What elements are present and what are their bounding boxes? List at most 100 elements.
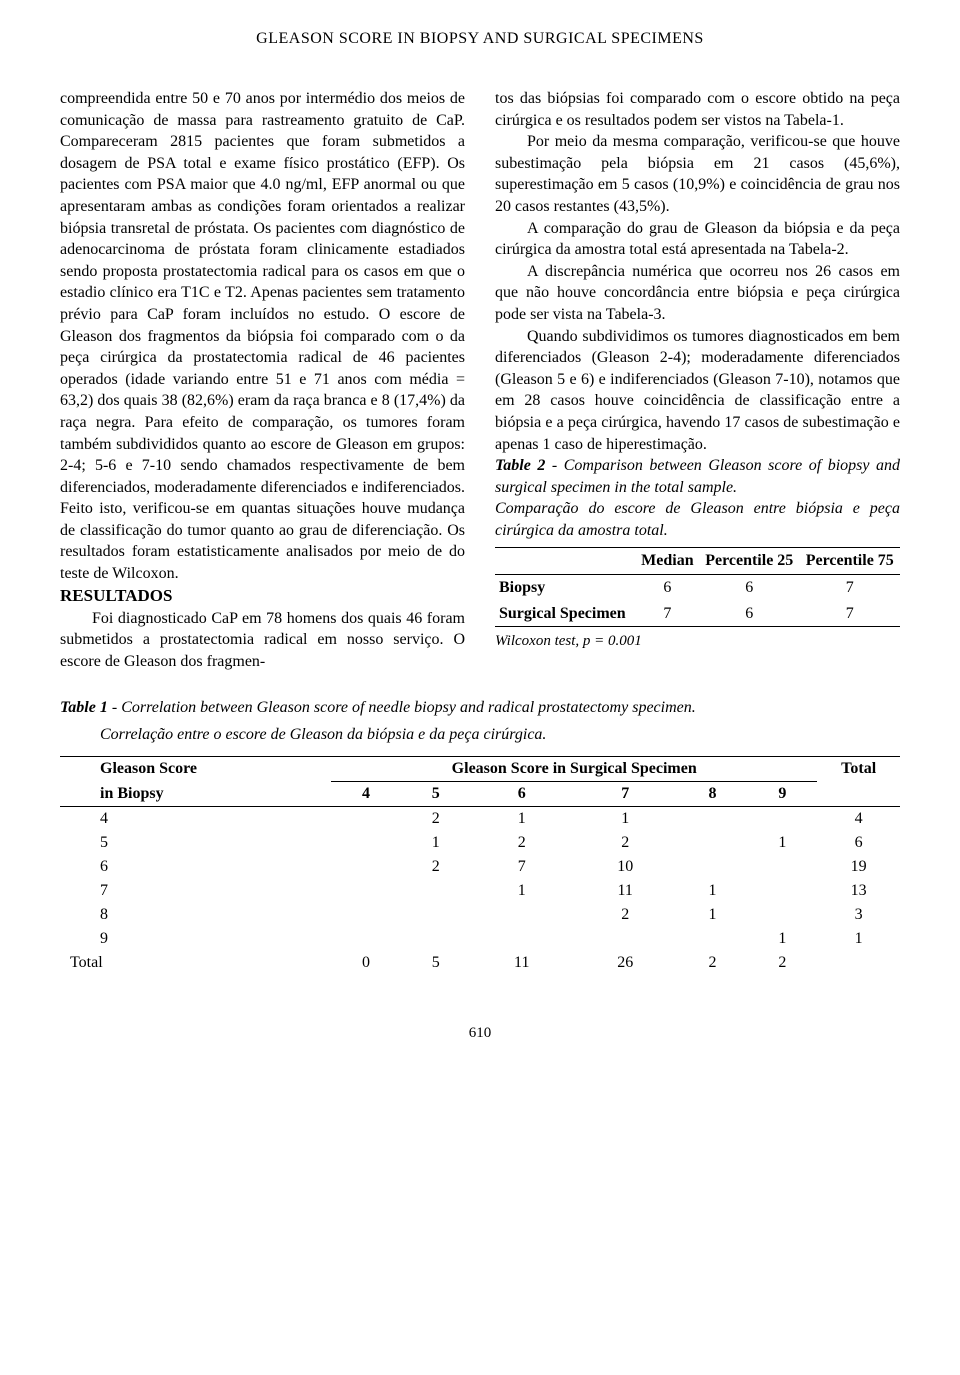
table2-footnote: Wilcoxon test, p = 0.001 <box>495 627 900 651</box>
table1-head-left: Gleason Score <box>60 756 331 781</box>
table1-cell <box>471 927 573 951</box>
table1-cell: 10 <box>573 855 678 879</box>
table1-total-cell: 2 <box>678 951 748 975</box>
table1-cell: 11 <box>573 879 678 903</box>
table1-rowtotal-cell: 1 <box>817 927 900 951</box>
table1-surg-col: 8 <box>678 781 748 806</box>
table1-cell <box>331 831 401 855</box>
table1-biopsy-cell: 4 <box>60 806 331 831</box>
table1-cell <box>747 879 817 903</box>
table1-cell: 2 <box>401 855 471 879</box>
table1-total-label: Total <box>60 951 331 975</box>
table2-caption-text: - Comparison between Gleason score of bi… <box>495 457 900 496</box>
section-heading-resultados: RESULTADOS <box>60 585 465 608</box>
table1-number: Table 1 <box>60 699 108 716</box>
table1-cell <box>401 879 471 903</box>
table2-cell: 7 <box>799 575 900 601</box>
table1-biopsy-cell: 5 <box>60 831 331 855</box>
table1-biopsy-cell: 9 <box>60 927 331 951</box>
table1-cell <box>573 927 678 951</box>
table1-caption-text: - Correlation between Gleason score of n… <box>108 699 696 716</box>
table1-surg-col: 9 <box>747 781 817 806</box>
table2-col-1: Median <box>636 548 699 575</box>
right-column: tos das biópsias foi comparado com o esc… <box>495 88 900 672</box>
table1-cell: 1 <box>747 831 817 855</box>
left-paragraph-2: Foi diagnosticado CaP em 78 homens dos q… <box>60 608 465 673</box>
table1-head-blank <box>817 781 900 806</box>
table1-cell <box>331 927 401 951</box>
table1-head-total: Total <box>817 756 900 781</box>
table1-cell <box>471 903 573 927</box>
table1-cell: 2 <box>471 831 573 855</box>
table1-cell <box>747 806 817 831</box>
table1-cell <box>331 806 401 831</box>
table1-head-left2: in Biopsy <box>60 781 331 806</box>
table1-row: 7111113 <box>60 879 900 903</box>
table2-col-0 <box>495 548 636 575</box>
table1-row: 42114 <box>60 806 900 831</box>
table1-biopsy-cell: 7 <box>60 879 331 903</box>
table1-cell: 2 <box>401 806 471 831</box>
table1-total-cell: 5 <box>401 951 471 975</box>
table1-cell: 7 <box>471 855 573 879</box>
table1-total-total <box>817 951 900 975</box>
two-column-body: compreendida entre 50 e 70 anos por inte… <box>60 88 900 672</box>
table1-rowtotal-cell: 6 <box>817 831 900 855</box>
table1-total-row: Total05112622 <box>60 951 900 975</box>
table1-subcaption: Correlação entre o escore de Gleason da … <box>100 726 900 744</box>
table1-surg-col: 7 <box>573 781 678 806</box>
page-number: 610 <box>60 1025 900 1042</box>
table1-cell <box>678 927 748 951</box>
table1-cell <box>747 903 817 927</box>
right-paragraph-1: tos das biópsias foi comparado com o esc… <box>495 88 900 131</box>
table1-cell: 1 <box>401 831 471 855</box>
table2-cell: 6 <box>636 575 699 601</box>
table1-cell: 2 <box>573 903 678 927</box>
table1-cell <box>678 831 748 855</box>
table1-surg-col: 5 <box>401 781 471 806</box>
table1-cell <box>331 855 401 879</box>
table1: Gleason Score Gleason Score in Surgical … <box>60 756 900 975</box>
table2-row: Surgical Specimen 7 6 7 <box>495 601 900 627</box>
table2-cell: Biopsy <box>495 575 636 601</box>
table1-row: 8213 <box>60 903 900 927</box>
table2-number: Table 2 <box>495 457 545 474</box>
table1-cell <box>678 806 748 831</box>
page-header: GLEASON SCORE IN BIOPSY AND SURGICAL SPE… <box>60 30 900 48</box>
table1-total-cell: 11 <box>471 951 573 975</box>
table1-total-cell: 0 <box>331 951 401 975</box>
table1-cell: 1 <box>471 806 573 831</box>
table1-cell <box>331 903 401 927</box>
table1-biopsy-cell: 6 <box>60 855 331 879</box>
table2-cell: 7 <box>799 601 900 627</box>
table2-col-2: Percentile 25 <box>699 548 799 575</box>
table1-cell: 1 <box>747 927 817 951</box>
right-paragraph-4: A discrepância numérica que ocorreu nos … <box>495 261 900 326</box>
right-paragraph-2: Por meio da mesma comparação, verificou-… <box>495 131 900 217</box>
table2-caption: Table 2 - Comparison between Gleason sco… <box>495 455 900 498</box>
table1-cell <box>401 927 471 951</box>
table1-rowtotal-cell: 19 <box>817 855 900 879</box>
table1-row: 9 11 <box>60 927 900 951</box>
table2-col-3: Percentile 75 <box>799 548 900 575</box>
table1-rowtotal-cell: 13 <box>817 879 900 903</box>
table2: Median Percentile 25 Percentile 75 Biops… <box>495 547 900 627</box>
right-paragraph-5: Quando subdividimos os tumores diagnosti… <box>495 326 900 456</box>
table1-biopsy-cell: 8 <box>60 903 331 927</box>
table1-cell <box>678 855 748 879</box>
table2-subcaption: Comparação do escore de Gleason entre bi… <box>495 498 900 541</box>
table1-cell <box>331 879 401 903</box>
table1-surg-col: 4 <box>331 781 401 806</box>
table1-head-span: Gleason Score in Surgical Specimen <box>331 756 817 781</box>
table1-row: 512216 <box>60 831 900 855</box>
table1-total-cell: 26 <box>573 951 678 975</box>
table1-cell: 1 <box>573 806 678 831</box>
table1-cell: 2 <box>573 831 678 855</box>
table2-cell: 6 <box>699 575 799 601</box>
table2-cell: 6 <box>699 601 799 627</box>
table1-total-cell: 2 <box>747 951 817 975</box>
left-column: compreendida entre 50 e 70 anos por inte… <box>60 88 465 672</box>
table1-cell <box>747 855 817 879</box>
table1-caption: Table 1 - Correlation between Gleason sc… <box>60 697 900 719</box>
left-paragraph-1: compreendida entre 50 e 70 anos por inte… <box>60 88 465 585</box>
